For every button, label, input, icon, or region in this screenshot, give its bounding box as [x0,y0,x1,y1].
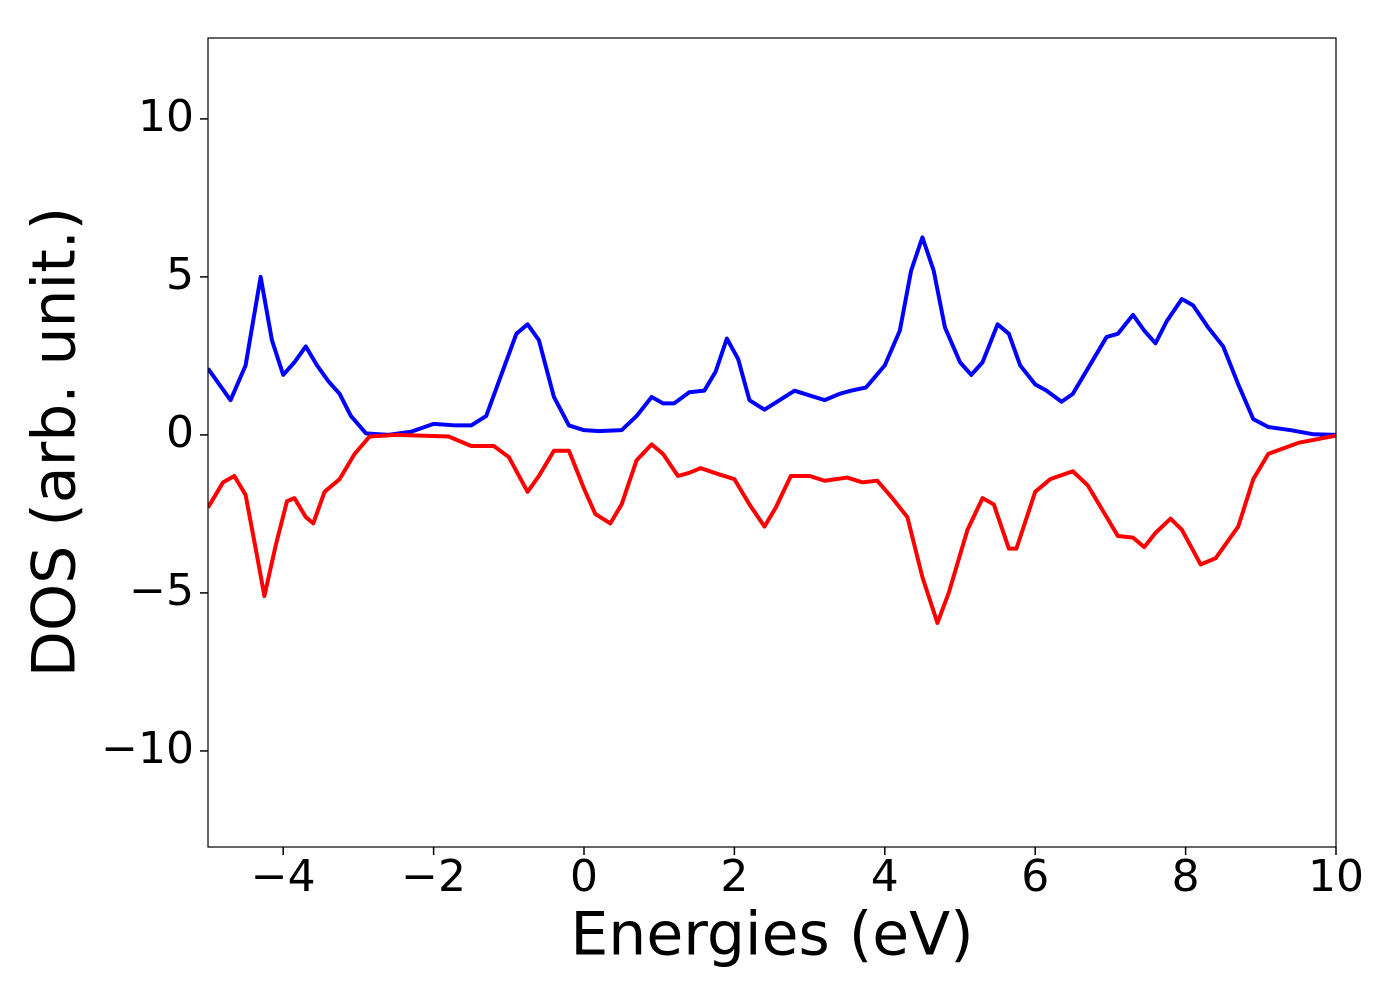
x-tick-label: 4 [871,851,899,902]
x-axis-label: Energies (eV) [570,900,973,970]
y-tick-label: 10 [138,91,194,142]
y-tick-label: 0 [166,407,194,458]
y-tick-label: −5 [129,565,194,616]
x-tick-label: −2 [401,851,466,902]
x-tick-label: 10 [1308,851,1364,902]
x-tick-label: −4 [251,851,316,902]
x-tick-label: 0 [570,851,598,902]
y-tick-label: −10 [101,723,194,774]
plot-frame [207,37,1337,848]
x-tick-label: 2 [720,851,748,902]
y-axis-label: DOS (arb. unit.) [20,207,90,677]
x-tick-label: 6 [1021,851,1049,902]
x-tick-label: 8 [1172,851,1200,902]
dos-line [208,432,1336,625]
dos-line [208,235,1336,437]
y-tick-label: 5 [166,249,194,300]
